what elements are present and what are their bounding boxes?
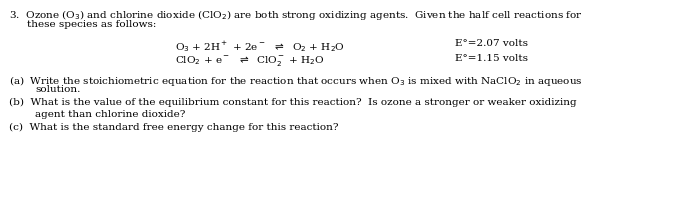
Text: agent than chlorine dioxide?: agent than chlorine dioxide? (35, 110, 186, 119)
Text: 3.  Ozone (O$_3$) and chlorine dioxide (ClO$_2$) are both strong oxidizing agent: 3. Ozone (O$_3$) and chlorine dioxide (C… (9, 8, 582, 22)
Text: (b)  What is the value of the equilibrium constant for this reaction?  Is ozone : (b) What is the value of the equilibrium… (9, 98, 577, 107)
Text: (a)  Write the stoichiometric equation for the reaction that occurs when O$_3$ i: (a) Write the stoichiometric equation fo… (9, 74, 583, 88)
Text: ClO$_2$ + e$^-$  $\rightleftharpoons$  ClO$_2^-$ + H$_2$O: ClO$_2$ + e$^-$ $\rightleftharpoons$ ClO… (175, 54, 325, 68)
Text: E°=1.15 volts: E°=1.15 volts (455, 54, 528, 63)
Text: (c)  What is the standard free energy change for this reaction?: (c) What is the standard free energy cha… (9, 123, 339, 132)
Text: E°=2.07 volts: E°=2.07 volts (455, 39, 528, 48)
Text: solution.: solution. (35, 85, 80, 94)
Text: O$_3$ + 2H$^+$ + 2e$^-$  $\rightleftharpoons$  O$_2$ + H$_2$O: O$_3$ + 2H$^+$ + 2e$^-$ $\rightleftharpo… (175, 39, 345, 54)
Text: these species as follows:: these species as follows: (27, 20, 156, 29)
